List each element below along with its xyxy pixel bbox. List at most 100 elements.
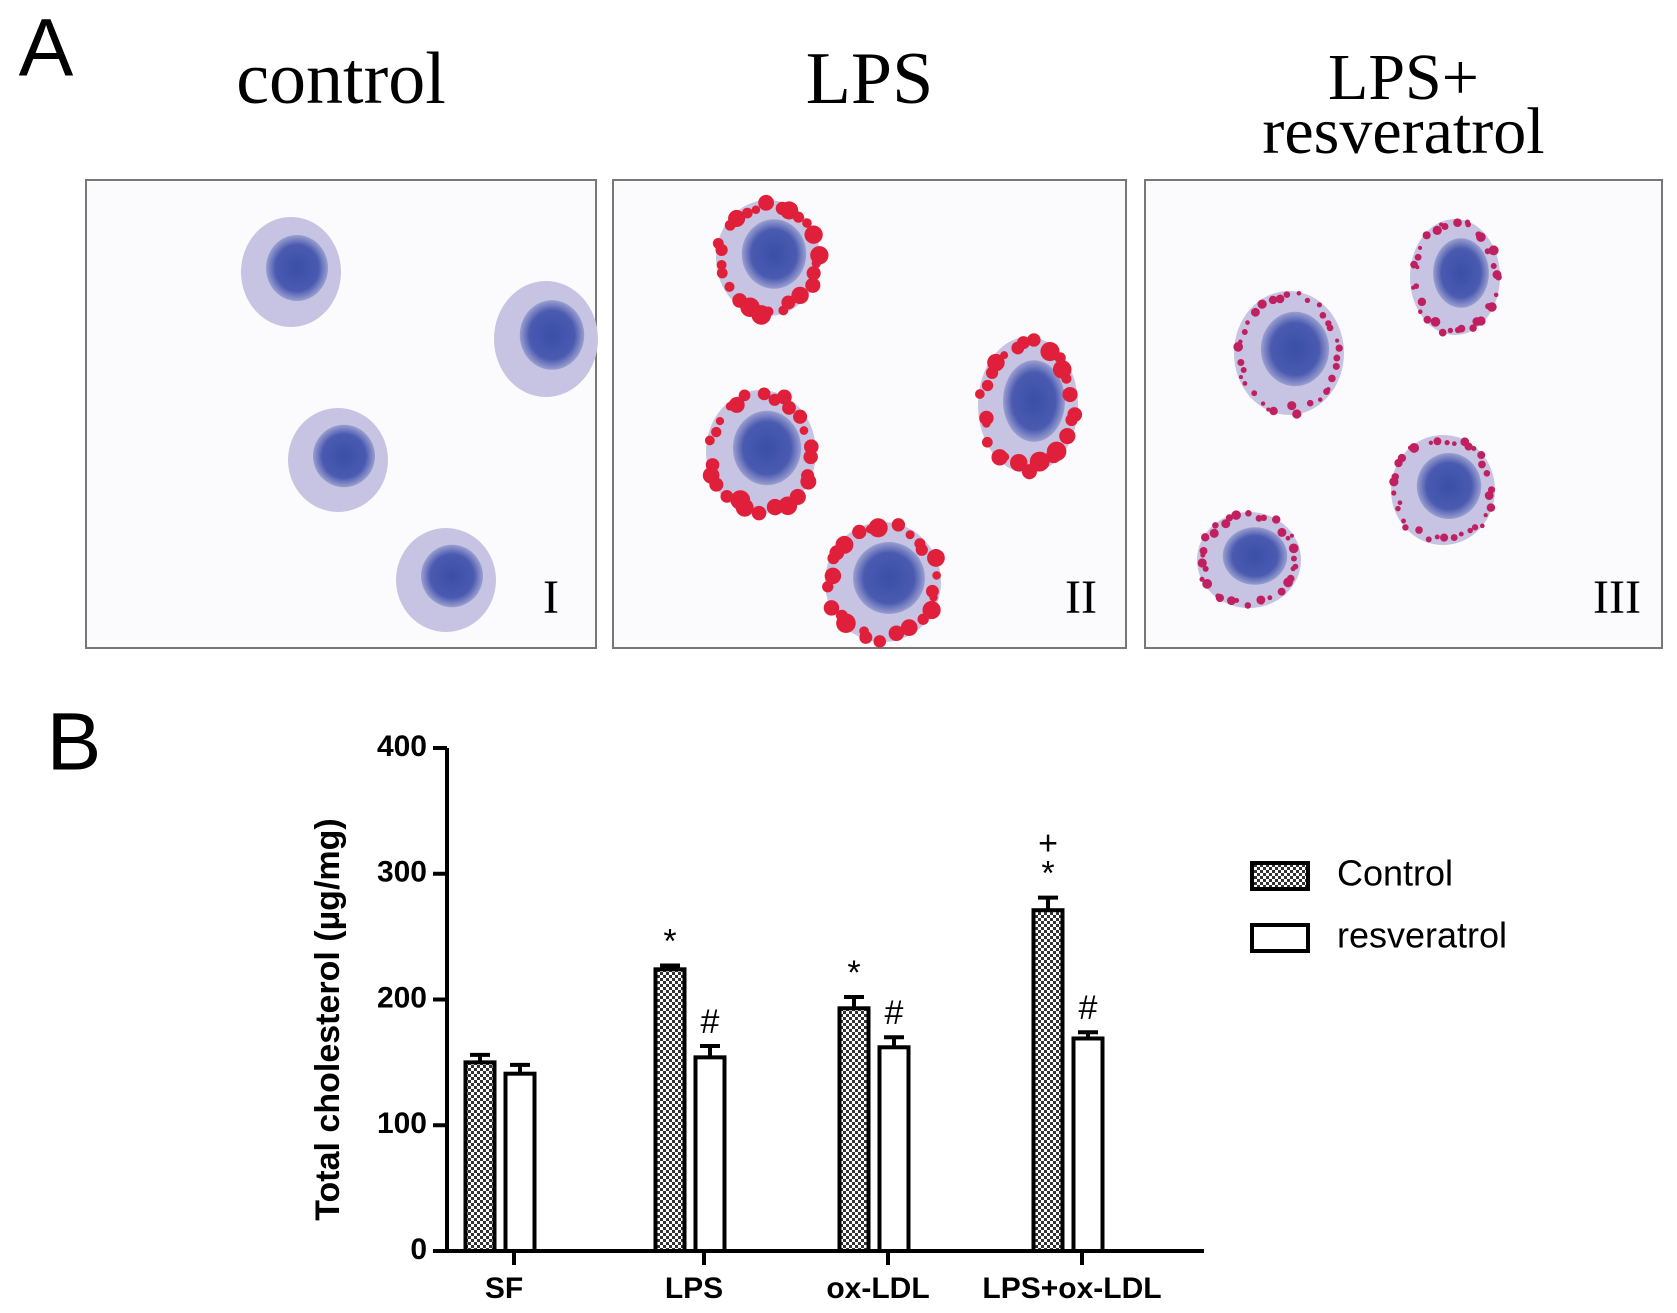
lipid-droplet [1245, 510, 1252, 517]
legend-swatch [1250, 923, 1310, 953]
lipid-droplet [1283, 577, 1293, 588]
lipid-droplet [1479, 523, 1485, 529]
lipid-droplet [1335, 338, 1340, 343]
lipid-droplet [782, 401, 796, 415]
lipid-droplet [1415, 526, 1423, 534]
lipid-droplet [1202, 565, 1209, 572]
lipid-droplet [1485, 303, 1492, 310]
lipid-droplet [1062, 386, 1078, 403]
lipid-droplet [1328, 374, 1336, 383]
lipid-droplet [1016, 336, 1030, 350]
lipid-droplet [1306, 399, 1314, 407]
y-axis-title: Total cholesterol (µg/mg) [309, 818, 347, 1220]
lipid-droplet [1440, 533, 1449, 542]
image-title: resveratrol [1262, 95, 1544, 168]
lipid-droplet [1000, 351, 1009, 360]
lipid-droplet [1250, 307, 1260, 317]
lipid-droplet [1304, 297, 1311, 304]
y-tick-label: 0 [410, 1233, 427, 1266]
lipid-droplet [1199, 547, 1208, 555]
x-tick-label: LPS+ox-LDL [982, 1272, 1161, 1305]
lipid-droplet [852, 524, 867, 540]
lipid-droplet [778, 496, 798, 516]
lipid-droplet [1414, 253, 1422, 261]
lipid-droplet [835, 535, 854, 554]
lipid-droplet [1444, 440, 1450, 446]
lipid-droplet [1478, 460, 1486, 469]
lipid-droplet [1269, 406, 1278, 416]
lipid-droplet [917, 613, 929, 625]
lipid-droplet [1450, 534, 1458, 542]
y-tick-label: 200 [377, 981, 427, 1014]
image-numeral: III [1593, 571, 1641, 624]
lipid-droplet [1240, 366, 1247, 373]
lipid-droplet [1451, 441, 1457, 447]
lipid-droplet [1287, 401, 1297, 411]
significance-mark: # [885, 994, 904, 1032]
lipid-droplet [792, 211, 805, 223]
bar [653, 967, 687, 1253]
lipid-droplet [776, 389, 792, 405]
lipid-droplet [927, 549, 945, 567]
lipid-droplet [1241, 329, 1248, 336]
lipid-droplet [1285, 535, 1291, 541]
lipid-droplet [705, 458, 720, 472]
lipid-droplet [1483, 470, 1491, 477]
lipid-droplet [979, 410, 994, 426]
lipid-droplet [1059, 427, 1076, 445]
lipid-droplet [805, 277, 821, 293]
lipid-droplet [1428, 440, 1434, 445]
nucleus [1416, 453, 1482, 519]
lipid-droplet [1296, 290, 1302, 296]
lipid-droplet [1260, 514, 1267, 522]
lipid-droplet [716, 267, 728, 279]
significance-mark: * [663, 923, 676, 961]
image-title: control [236, 38, 446, 120]
bar [1031, 908, 1065, 1254]
lipid-droplet [1487, 486, 1496, 494]
lipid-droplet [799, 426, 809, 435]
y-tick-label: 400 [377, 730, 427, 763]
lipid-droplet [900, 619, 918, 637]
lipid-droplet [802, 218, 812, 228]
lipid-droplet [1423, 315, 1432, 324]
lipid-droplet [1493, 292, 1499, 298]
nucleus [1433, 238, 1489, 308]
lipid-droplet [730, 490, 751, 510]
lipid-droplet [1046, 448, 1062, 464]
lipid-droplet [804, 225, 823, 244]
lipid-droplet [1061, 373, 1072, 384]
lipid-droplet [1277, 587, 1286, 596]
lipid-droplet [1486, 503, 1496, 512]
lipid-droplet [1221, 519, 1231, 529]
lipid-droplet [1212, 522, 1219, 529]
lipid-droplet [1237, 359, 1245, 366]
image-numeral: II [1065, 571, 1097, 624]
lipid-droplet [1483, 512, 1488, 518]
lipid-droplet [1317, 397, 1323, 402]
lipid-droplet [766, 498, 784, 516]
lipid-droplet [1233, 342, 1244, 352]
lipid-droplet [1471, 524, 1479, 531]
lipid-droplet [1490, 262, 1497, 270]
lipid-droplet [1418, 309, 1423, 314]
lipid-droplet [732, 293, 747, 308]
lipid-droplet [1326, 324, 1334, 332]
lipid-droplet [1472, 317, 1482, 326]
lipid-droplet [822, 581, 834, 593]
lipid-droplet [1430, 316, 1441, 327]
lipid-droplet [1335, 344, 1343, 352]
lipid-droplet [1199, 576, 1205, 582]
lipid-droplet [1447, 327, 1454, 334]
lipid-droplet [712, 237, 724, 249]
lipid-droplet [1200, 533, 1210, 542]
lipid-droplet [1283, 291, 1291, 298]
lipid-droplet [1471, 446, 1477, 451]
lipid-droplet [1467, 527, 1473, 534]
lipid-droplet [806, 266, 821, 281]
lipid-droplet [1417, 245, 1423, 251]
lipid-droplet [711, 426, 722, 438]
lipid-droplet [1231, 510, 1241, 520]
lipid-droplet [1438, 328, 1447, 337]
